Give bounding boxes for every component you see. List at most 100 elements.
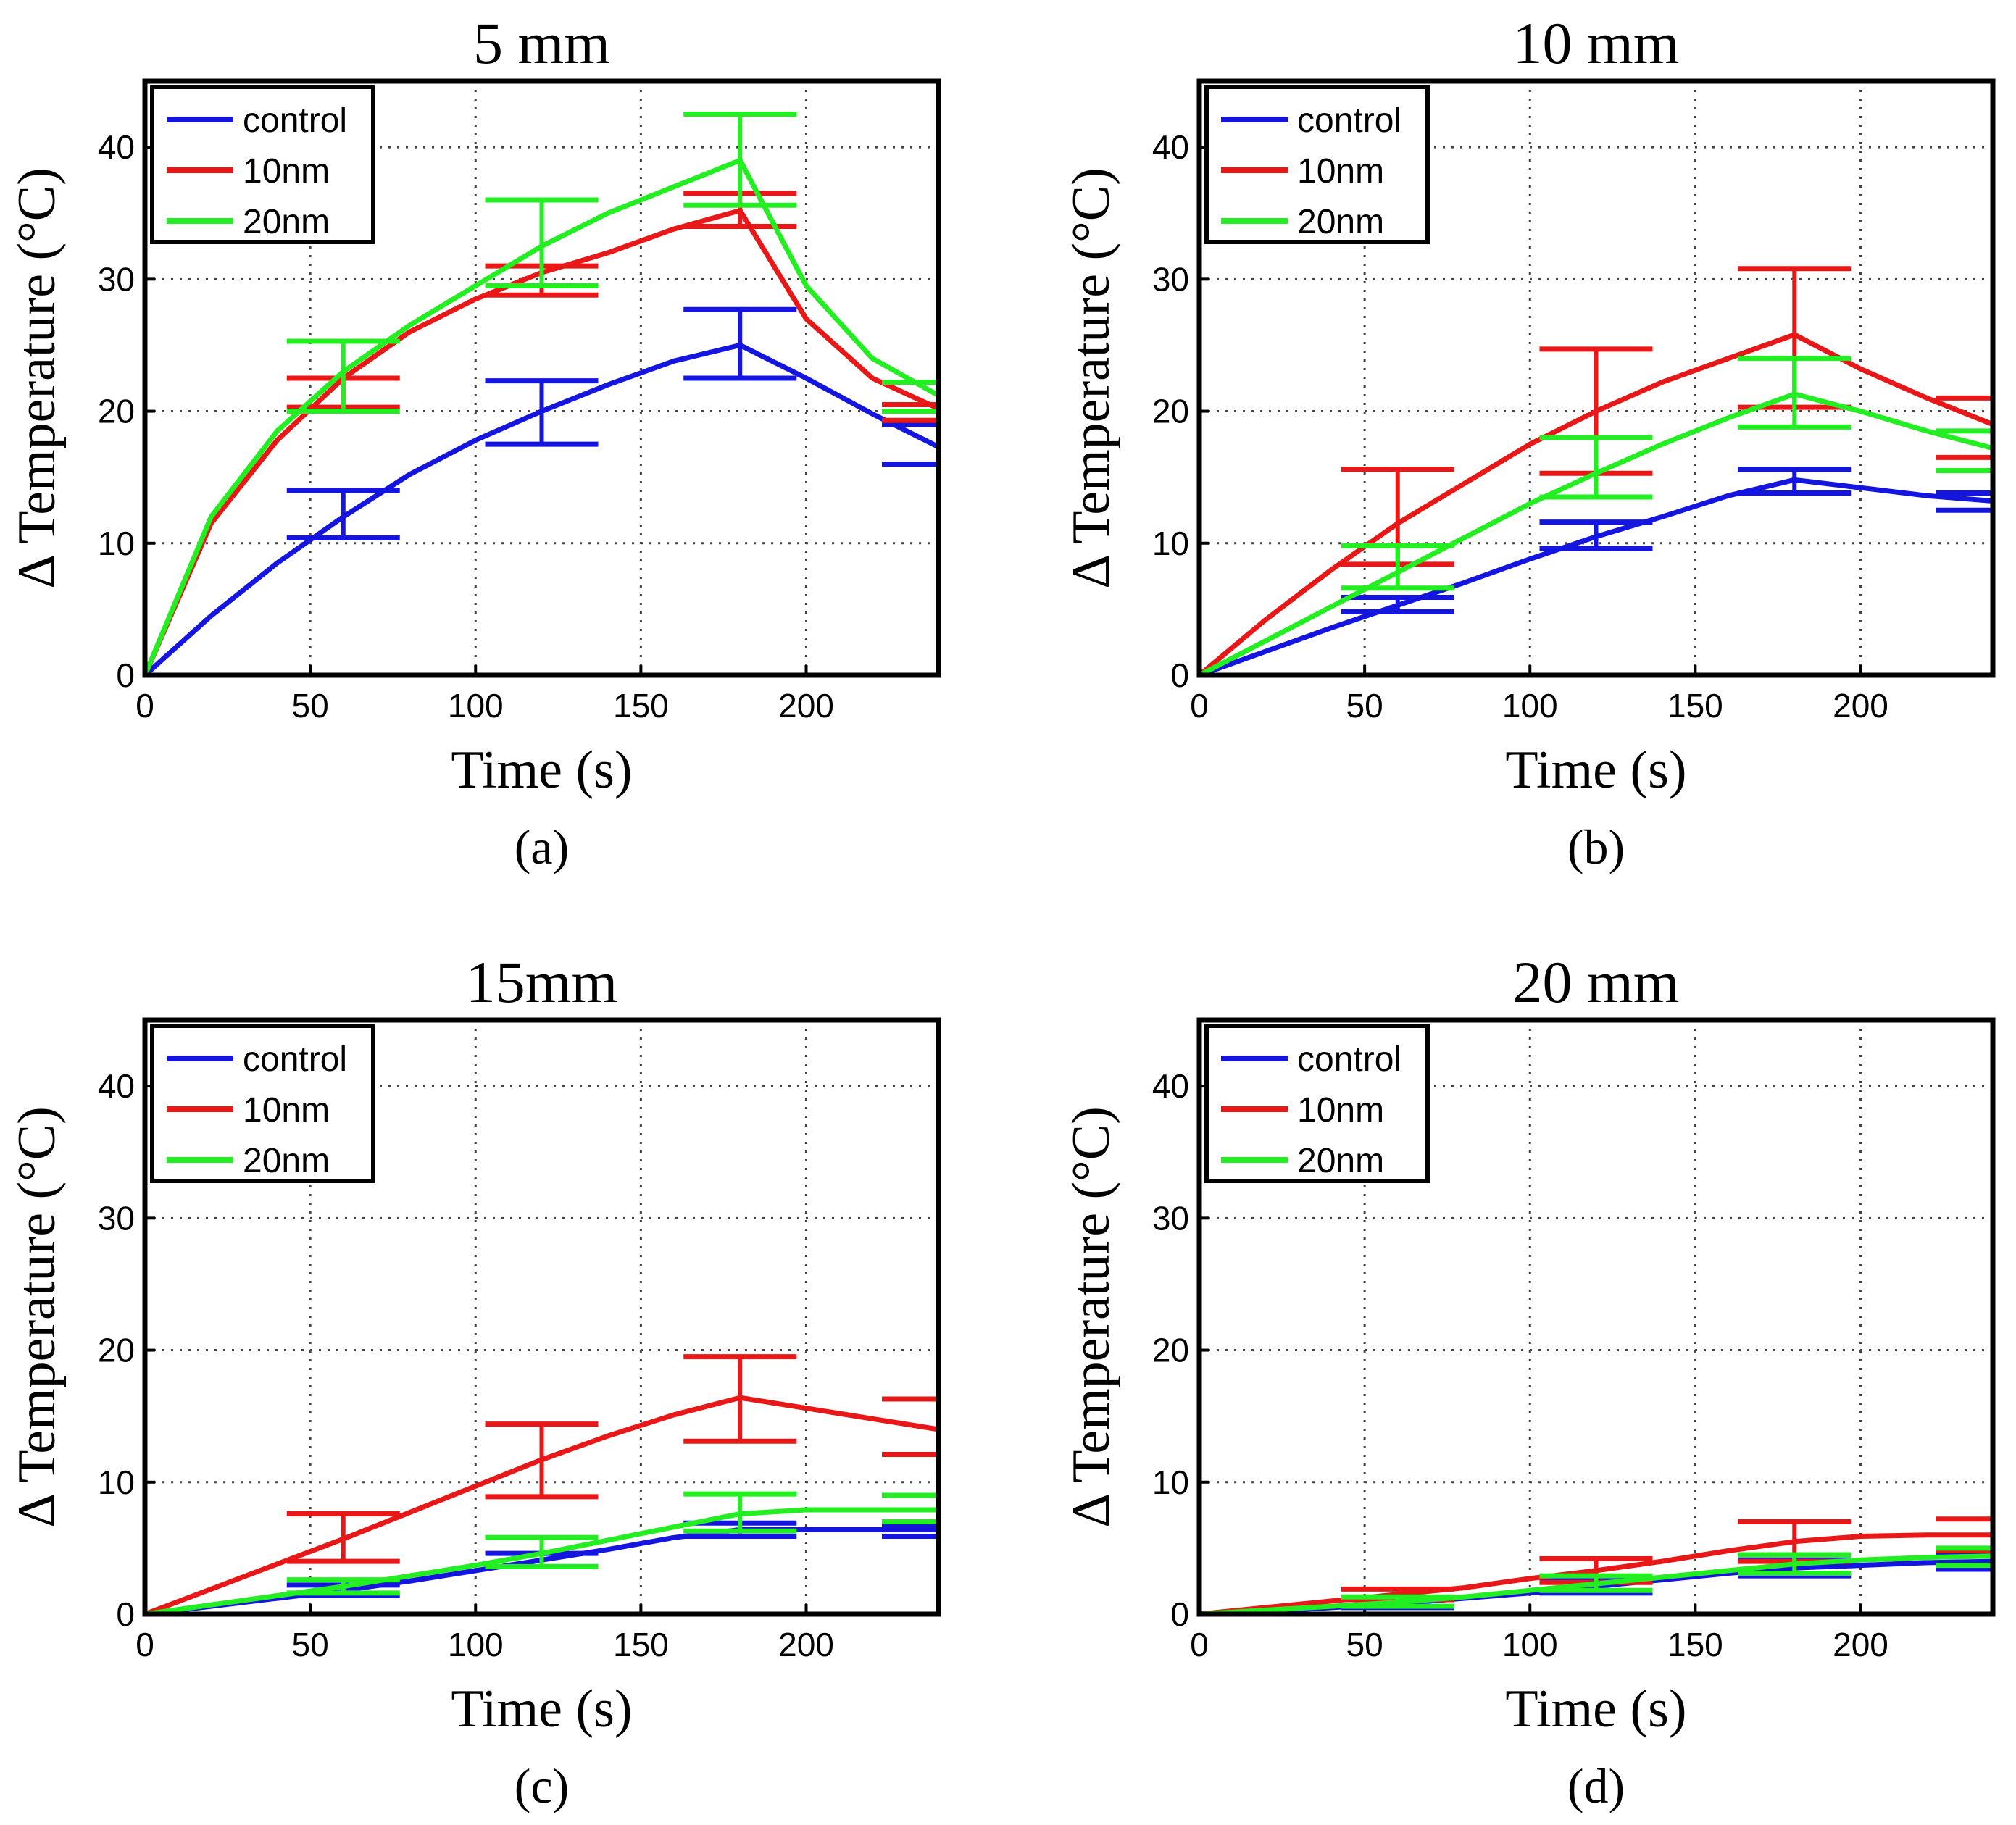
error-bar-control xyxy=(286,488,400,540)
plot-area xyxy=(1199,1516,1993,1614)
x-tick-label: 0 xyxy=(136,1626,154,1663)
plot-area xyxy=(1199,266,1993,675)
x-tick-label: 150 xyxy=(1667,687,1723,724)
y-axis-label: Δ Temperature (°C) xyxy=(1062,167,1121,589)
legend: control 10nm 20nm xyxy=(150,85,375,244)
error-bar-control xyxy=(485,378,599,447)
y-tick-label: 30 xyxy=(1152,1199,1189,1237)
chart-panel-1: 5 mm 0 50 100 150 200 0 10 20 30 40 control 10nm 20nm… xyxy=(7,10,941,874)
legend-box xyxy=(150,1024,375,1183)
legend: control 10nm 20nm xyxy=(150,1024,375,1183)
plot-area xyxy=(145,112,938,675)
chart-title: 20 mm xyxy=(1512,949,1679,1015)
error-bar-20nm xyxy=(1738,356,1852,430)
x-tick-label: 150 xyxy=(613,687,669,724)
x-tick-label: 200 xyxy=(1833,1626,1888,1663)
chart-title: 10 mm xyxy=(1512,10,1679,76)
error-bar-control xyxy=(1738,467,1852,496)
x-tick-label: 150 xyxy=(613,1626,669,1663)
y-tick-label: 10 xyxy=(98,1463,135,1501)
legend-label-10nm: 10nm xyxy=(243,1091,330,1129)
y-tick-label: 20 xyxy=(98,393,135,430)
error-bar-20nm xyxy=(1341,543,1454,591)
error-bar-control xyxy=(1936,1550,1993,1572)
y-axis-label: Δ Temperature (°C) xyxy=(7,167,67,589)
panel-caption: (b) xyxy=(1567,819,1625,874)
x-tick-label: 50 xyxy=(1346,687,1383,724)
plot-area xyxy=(145,1354,938,1614)
error-bar-control xyxy=(1341,594,1454,615)
legend: control 10nm 20nm xyxy=(1204,1024,1430,1183)
error-bar-20nm xyxy=(1539,1573,1653,1593)
error-bar-10nm xyxy=(286,1511,400,1564)
legend-label-10nm: 10nm xyxy=(243,152,330,191)
legend: control 10nm 20nm xyxy=(1204,85,1430,244)
chart-panel-2: 10 mm 0 50 100 150 200 0 10 20 30 40 control 10nm 20n… xyxy=(1062,10,1996,874)
x-tick-label: 50 xyxy=(1346,1626,1383,1663)
legend-box xyxy=(150,85,375,244)
error-bar-20nm xyxy=(286,1577,400,1596)
y-tick-label: 40 xyxy=(1152,128,1189,166)
y-tick-label: 30 xyxy=(98,1199,135,1237)
error-bar-10nm xyxy=(882,401,938,423)
chart-panel-4: 20 mm 0 50 100 150 200 0 10 20 30 40 control 10nm 20n… xyxy=(1062,949,1996,1813)
error-bar-10nm xyxy=(882,1396,938,1458)
error-bar-20nm xyxy=(683,1491,797,1534)
y-tick-label: 20 xyxy=(1152,393,1189,430)
x-tick-label: 150 xyxy=(1667,1626,1723,1663)
y-tick-label: 30 xyxy=(1152,260,1189,298)
y-tick-label: 0 xyxy=(1170,1595,1189,1633)
error-bar-20nm xyxy=(286,338,400,414)
legend-label-20nm: 20nm xyxy=(1297,203,1384,241)
axes-frame xyxy=(142,1017,941,1617)
error-bar-20nm xyxy=(485,197,599,288)
error-bar-10nm xyxy=(1936,395,1993,460)
legend-label-control: control xyxy=(1297,101,1401,140)
error-bar-20nm xyxy=(683,112,797,208)
x-tick-label: 200 xyxy=(778,1626,834,1663)
x-tick-label: 100 xyxy=(448,1626,504,1663)
error-bar-20nm xyxy=(882,379,938,414)
y-tick-label: 40 xyxy=(98,128,135,166)
panel-caption: (d) xyxy=(1567,1758,1625,1813)
y-tick-label: 20 xyxy=(1152,1332,1189,1369)
x-tick-label: 100 xyxy=(448,687,504,724)
chart-title: 15mm xyxy=(466,949,618,1015)
legend-label-20nm: 20nm xyxy=(243,203,330,241)
error-bar-20nm xyxy=(882,1492,938,1524)
x-axis-label: Time (s) xyxy=(1505,740,1686,800)
error-bar-control xyxy=(683,306,797,381)
error-bar-10nm xyxy=(485,1421,599,1500)
y-tick-label: 0 xyxy=(116,656,135,694)
x-tick-label: 100 xyxy=(1502,1626,1558,1663)
x-axis-label: Time (s) xyxy=(451,740,632,800)
x-tick-label: 0 xyxy=(136,687,154,724)
y-tick-label: 0 xyxy=(116,1595,135,1633)
y-axis-label: Δ Temperature (°C) xyxy=(7,1106,67,1528)
axes-frame xyxy=(1196,78,1996,678)
y-tick-label: 20 xyxy=(98,1332,135,1369)
x-axis-label: Time (s) xyxy=(1505,1679,1686,1739)
legend-label-20nm: 20nm xyxy=(1297,1142,1384,1180)
error-bar-20nm xyxy=(1341,1594,1454,1609)
x-tick-label: 0 xyxy=(1190,687,1209,724)
y-tick-label: 10 xyxy=(1152,525,1189,562)
error-bar-20nm xyxy=(1936,428,1993,474)
x-tick-label: 100 xyxy=(1502,687,1558,724)
y-tick-label: 40 xyxy=(98,1067,135,1105)
chart-title: 5 mm xyxy=(473,10,610,76)
error-bar-20nm xyxy=(1936,1545,1993,1569)
error-bar-20nm xyxy=(485,1534,599,1569)
y-tick-label: 30 xyxy=(98,260,135,298)
legend-label-control: control xyxy=(243,101,347,140)
error-bar-control xyxy=(1936,490,1993,513)
y-axis-label: Δ Temperature (°C) xyxy=(1062,1106,1121,1528)
legend-label-10nm: 10nm xyxy=(1297,152,1384,191)
x-tick-label: 0 xyxy=(1190,1626,1209,1663)
legend-box xyxy=(1204,1024,1430,1183)
error-bar-control xyxy=(882,1521,938,1539)
panel-caption: (a) xyxy=(515,819,569,874)
axes-frame xyxy=(1196,1017,1996,1617)
y-tick-label: 10 xyxy=(98,525,135,562)
